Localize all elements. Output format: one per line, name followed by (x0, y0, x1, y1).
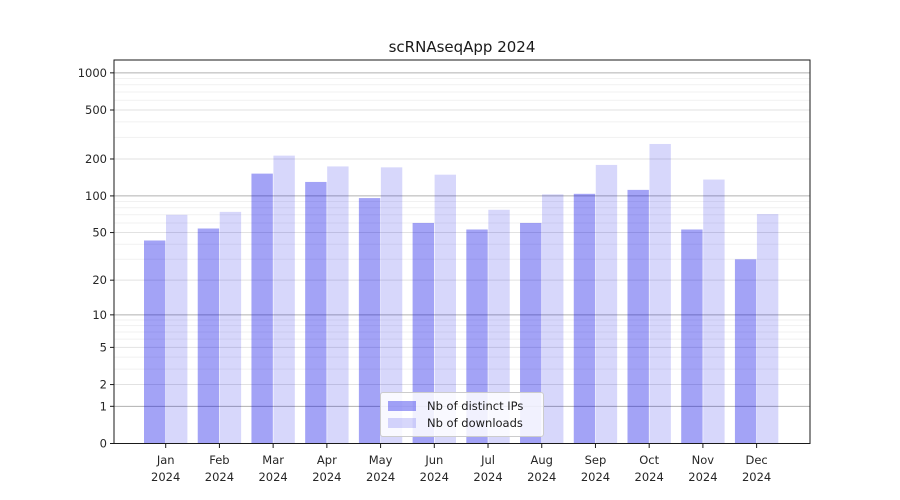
x-tick-label-month-feb: Feb (209, 453, 229, 467)
x-tick-label-year-mar: 2024 (258, 470, 287, 484)
bar-nb-of-downloads-oct (649, 143, 671, 444)
legend-swatch-distinct-ips (388, 400, 416, 411)
x-tick-label-month-sep: Sep (585, 453, 607, 467)
legend-label-distinct-ips: Nb of distinct IPs (427, 398, 524, 413)
x-tick-label-year-may: 2024 (366, 470, 395, 484)
bar-nb-of-downloads-aug (542, 194, 564, 444)
bar-nb-of-downloads-jul (488, 209, 510, 444)
x-tick-label-year-sep: 2024 (581, 470, 610, 484)
x-tick-label-month-mar: Mar (262, 453, 284, 467)
bar-nb-of-downloads-nov (703, 179, 725, 444)
y-tick-label-200: 200 (85, 152, 107, 166)
x-tick-label-year-oct: 2024 (635, 470, 664, 484)
y-tick-label-1000: 1000 (78, 66, 107, 80)
bar-nb-of-distinct-ips-mar (251, 173, 273, 444)
x-tick-label-month-nov: Nov (692, 453, 715, 467)
bar-nb-of-distinct-ips-sep (573, 193, 596, 444)
bar-nb-of-distinct-ips-jun (412, 222, 434, 444)
x-tick-label-month-aug: Aug (531, 453, 553, 467)
x-tick-label-year-jul: 2024 (473, 470, 502, 484)
bar-nb-of-downloads-mar (273, 155, 295, 444)
y-tick-label-2: 2 (100, 378, 107, 392)
x-tick-label-month-jul: Jul (480, 453, 495, 467)
y-tick-label-1: 1 (100, 399, 107, 413)
x-tick-label-year-aug: 2024 (527, 470, 556, 484)
bar-nb-of-distinct-ips-may (358, 198, 381, 444)
x-tick-label-year-apr: 2024 (312, 470, 341, 484)
bar-nb-of-distinct-ips-oct (627, 189, 649, 444)
bar-nb-of-distinct-ips-apr (305, 181, 327, 444)
x-tick-label-month-apr: Apr (317, 453, 337, 467)
x-tick-label-month-jan: Jan (156, 453, 175, 467)
bar-nb-of-downloads-feb (219, 211, 242, 444)
legend-item-distinct-ips: Nb of distinct IPs (381, 399, 543, 413)
y-tick-label-20: 20 (92, 273, 107, 287)
legend-swatch-downloads (388, 418, 416, 429)
bar-nb-of-downloads-apr (327, 166, 349, 444)
x-tick-label-year-nov: 2024 (688, 470, 717, 484)
bar-nb-of-downloads-jan (166, 214, 188, 444)
bar-nb-of-distinct-ips-jul (466, 229, 488, 444)
x-tick-label-year-feb: 2024 (205, 470, 234, 484)
legend-item-downloads: Nb of downloads (381, 416, 543, 430)
y-tick-label-0: 0 (100, 437, 107, 451)
chart-title: scRNAseqApp 2024 (388, 38, 536, 56)
x-tick-label-year-dec: 2024 (742, 470, 771, 484)
x-tick-label-year-jun: 2024 (420, 470, 449, 484)
bar-nb-of-downloads-sep (595, 164, 618, 444)
x-tick-label-month-dec: Dec (745, 453, 767, 467)
bar-nb-of-downloads-jun (434, 174, 456, 444)
x-tick-label-year-jan: 2024 (151, 470, 180, 484)
x-tick-label-month-jun: Jun (424, 453, 443, 467)
bar-nb-of-distinct-ips-jan (144, 240, 166, 444)
plot-border (113, 59, 811, 444)
bar-nb-of-distinct-ips-aug (520, 222, 542, 444)
bar-nb-of-distinct-ips-nov (681, 229, 703, 444)
bar-nb-of-downloads-may (380, 167, 403, 444)
y-tick-label-50: 50 (92, 226, 107, 240)
bar-nb-of-downloads-dec (756, 214, 779, 444)
y-tick-label-100: 100 (85, 189, 107, 203)
legend: Nb of distinct IPs Nb of downloads (380, 392, 544, 437)
x-tick-label-month-may: May (369, 453, 393, 467)
y-tick-label-5: 5 (100, 340, 107, 354)
y-tick-label-10: 10 (92, 308, 107, 322)
y-tick-label-500: 500 (85, 103, 107, 117)
legend-label-downloads: Nb of downloads (427, 416, 523, 431)
bar-nb-of-distinct-ips-feb (197, 228, 220, 444)
bar-nb-of-distinct-ips-dec (734, 259, 757, 444)
x-tick-label-month-oct: Oct (639, 453, 659, 467)
